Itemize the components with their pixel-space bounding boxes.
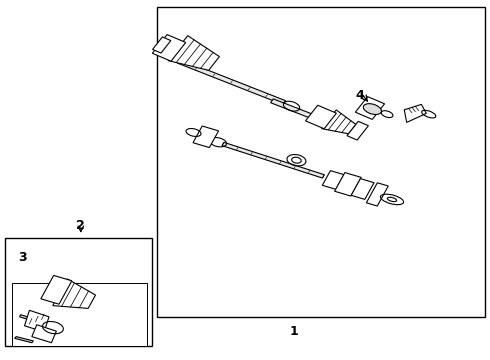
Text: 2: 2 [76, 219, 85, 231]
Polygon shape [335, 172, 361, 196]
Text: 3: 3 [18, 251, 26, 264]
Polygon shape [15, 337, 33, 343]
Polygon shape [367, 183, 388, 206]
Polygon shape [222, 142, 324, 178]
Polygon shape [322, 171, 344, 189]
Polygon shape [321, 110, 356, 134]
Polygon shape [193, 126, 219, 148]
Ellipse shape [364, 104, 381, 114]
Polygon shape [355, 96, 385, 120]
Bar [12, 283, 147, 346]
Polygon shape [152, 37, 171, 53]
Text: 4: 4 [356, 89, 365, 102]
Polygon shape [270, 99, 315, 119]
Polygon shape [53, 279, 96, 309]
Polygon shape [32, 325, 56, 343]
Polygon shape [347, 121, 368, 140]
Polygon shape [20, 315, 40, 323]
Text: 1: 1 [290, 325, 298, 338]
Bar [157, 7, 485, 317]
Polygon shape [168, 36, 220, 70]
Polygon shape [177, 59, 286, 104]
Polygon shape [305, 105, 337, 129]
Polygon shape [351, 179, 374, 199]
Polygon shape [404, 104, 426, 122]
Polygon shape [41, 275, 72, 304]
Polygon shape [152, 35, 186, 61]
Bar [5, 238, 152, 346]
Polygon shape [24, 310, 49, 332]
